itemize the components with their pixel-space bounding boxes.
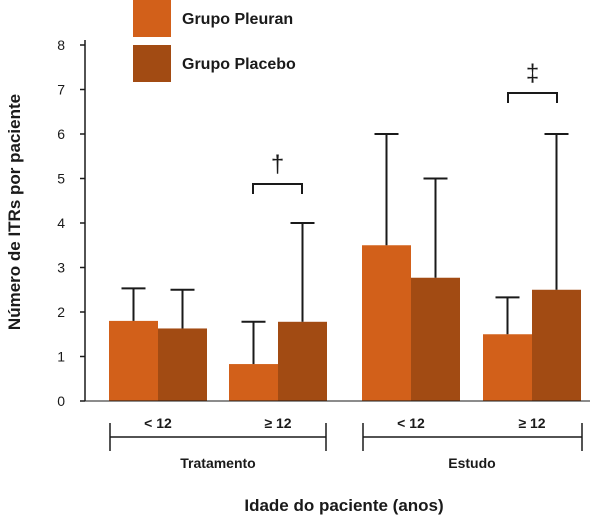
legend-label: Grupo Placebo bbox=[182, 56, 296, 73]
legend-swatch bbox=[133, 0, 171, 37]
x-axis: < 12 ≥ 12 < 12 ≥ 12 Tratamento Estudo bbox=[109, 415, 583, 471]
bar bbox=[532, 289, 581, 401]
group-label: Estudo bbox=[448, 455, 495, 471]
y-tick-label: 6 bbox=[57, 126, 65, 142]
bar bbox=[411, 277, 460, 401]
bars bbox=[85, 245, 590, 402]
significance-marker: † bbox=[271, 151, 284, 178]
y-tick-label: 5 bbox=[57, 171, 65, 187]
significance-bracket bbox=[252, 183, 303, 194]
y-tick-label: 4 bbox=[57, 215, 65, 231]
bar bbox=[158, 328, 207, 401]
significance-annotations: †‡ bbox=[252, 60, 558, 194]
significance-marker: ‡ bbox=[526, 60, 539, 87]
group-label: Tratamento bbox=[180, 455, 255, 471]
bar bbox=[362, 245, 411, 401]
y-tick-label: 2 bbox=[57, 304, 65, 320]
legend-swatch bbox=[133, 45, 171, 82]
bar bbox=[229, 364, 278, 401]
y-tick-label: 3 bbox=[57, 260, 65, 276]
x-tick-label: < 12 bbox=[397, 415, 425, 431]
legend-label: Grupo Pleuran bbox=[182, 11, 293, 28]
y-tick-label: 7 bbox=[57, 82, 65, 98]
bar bbox=[278, 321, 327, 401]
legend: Grupo Pleuran Grupo Placebo bbox=[133, 0, 296, 82]
x-axis-label: Idade do paciente (anos) bbox=[244, 496, 443, 515]
y-axis: 0 1 2 3 4 5 6 7 8 bbox=[57, 37, 86, 409]
bar bbox=[109, 320, 158, 401]
error-bars bbox=[121, 133, 569, 365]
y-tick-label: 8 bbox=[57, 37, 65, 53]
bar bbox=[483, 334, 532, 401]
x-tick-label: < 12 bbox=[144, 415, 172, 431]
significance-bracket bbox=[507, 92, 558, 103]
x-tick-label: ≥ 12 bbox=[264, 415, 291, 431]
y-axis-label: Número de ITRs por paciente bbox=[5, 94, 24, 330]
y-tick-label: 1 bbox=[57, 349, 65, 365]
x-tick-label: ≥ 12 bbox=[518, 415, 545, 431]
y-tick-label: 0 bbox=[57, 393, 65, 409]
